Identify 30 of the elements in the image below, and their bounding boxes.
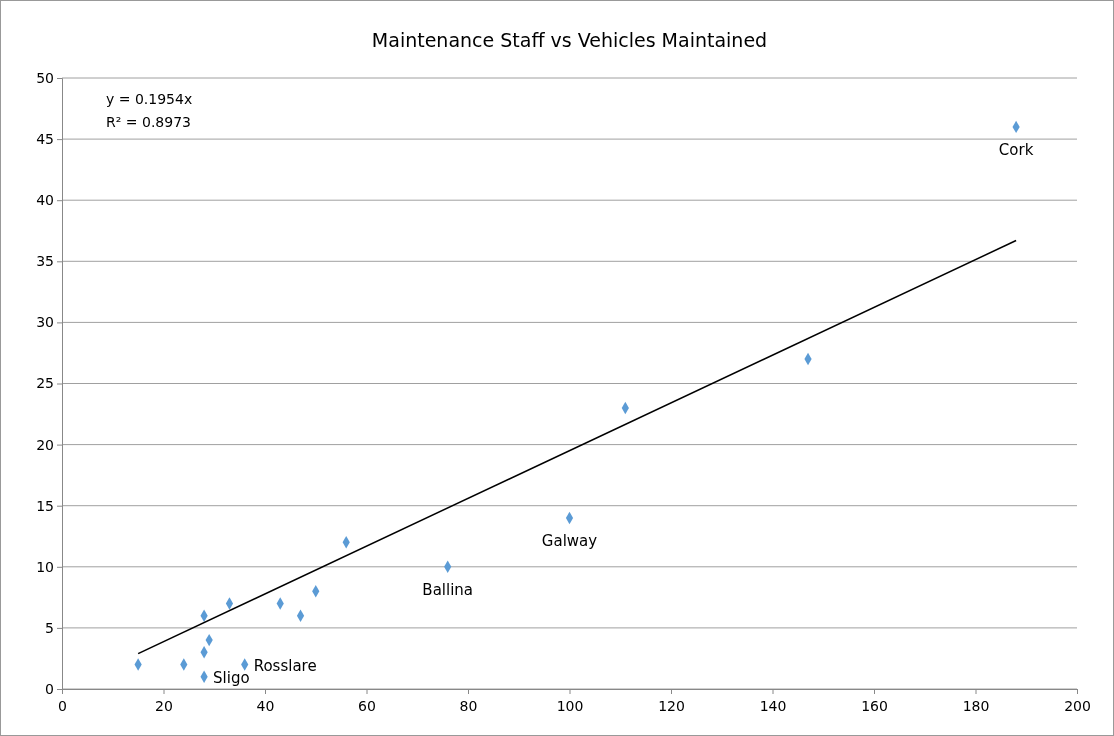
x-tick-label: 160 [861,698,888,714]
y-tick-label: 20 [36,436,54,453]
x-tick-label: 80 [459,698,478,714]
x-tick-label: 200 [1064,698,1091,714]
y-tick-label: 35 [36,253,54,270]
y-tick-label: 5 [45,619,54,636]
y-tick-label: 30 [36,314,54,331]
x-tick-label: 180 [962,698,990,714]
x-tick-label: 40 [256,698,275,714]
y-tick-label: 45 [36,131,54,148]
annotation: Ballina [422,580,474,599]
annotation: y = 0.1954x [106,91,193,107]
y-tick-label: 50 [36,69,54,86]
annotation: Galway [541,531,598,550]
y-tick-label: 25 [36,375,54,392]
x-tick-label: 20 [155,698,173,714]
y-tick-label: 40 [36,192,54,209]
y-tick-label: 10 [36,558,54,575]
annotation: Rosslare [253,656,317,675]
annotation: Cork [998,140,1034,159]
chart-title: Maintenance Staff vs Vehicles Maintained [371,29,768,51]
x-tick-label: 140 [759,698,787,714]
x-tick-label: 100 [556,698,584,714]
y-tick-label: 0 [45,680,54,697]
x-tick-label: 60 [358,698,376,714]
x-tick-label: 0 [58,698,67,714]
x-tick-label: 120 [658,698,685,714]
annotation: Sligo [213,668,250,687]
annotation: R² = 0.8973 [106,114,191,130]
y-tick-label: 15 [36,497,54,514]
